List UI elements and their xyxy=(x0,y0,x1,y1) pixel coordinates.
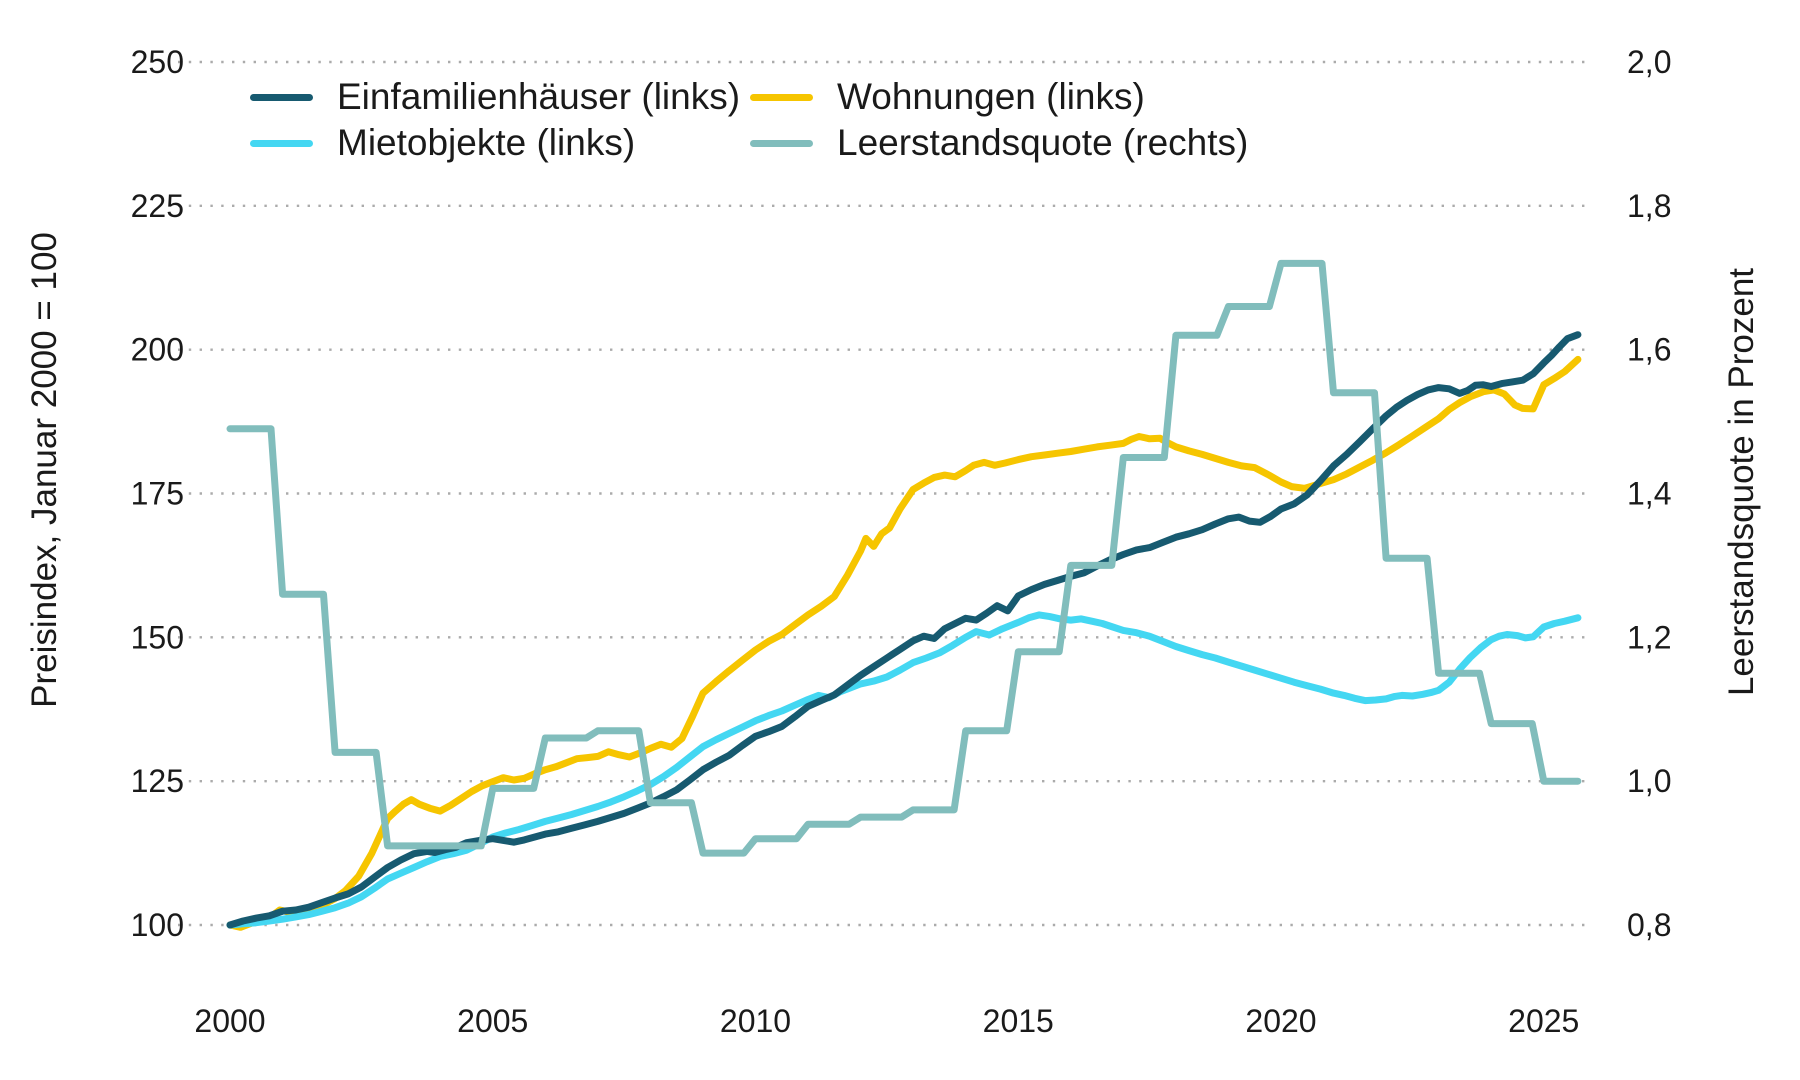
left-axis-title: Preisindex, Januar 2000 = 100 xyxy=(25,232,64,708)
right-axis-tick: 2,0 xyxy=(1627,44,1671,80)
right-axis-tick: 1,8 xyxy=(1627,188,1671,224)
left-axis-tick: 125 xyxy=(131,763,184,799)
left-axis-tick: 250 xyxy=(131,44,184,80)
x-axis-tick: 2000 xyxy=(194,1003,265,1039)
right-axis-tick: 0,8 xyxy=(1627,907,1671,943)
x-axis-tick: 2025 xyxy=(1508,1003,1579,1039)
series-line-wohnungen xyxy=(226,355,1582,931)
series-line-leerstandsquote xyxy=(226,259,1582,857)
left-axis-tick-labels: 100 125 150 175 200 225 250 xyxy=(131,44,184,943)
right-axis-tick-labels: 0,8 1,0 1,2 1,4 1,6 1,8 2,0 xyxy=(1627,44,1671,943)
right-axis-tick: 1,4 xyxy=(1627,476,1671,512)
left-axis-tick: 100 xyxy=(131,907,184,943)
x-axis-tick: 2005 xyxy=(457,1003,528,1039)
series-line-mietobjekte xyxy=(226,611,1582,929)
series-lines xyxy=(226,259,1582,931)
gridlines xyxy=(178,60,1592,927)
left-axis-tick: 150 xyxy=(131,619,184,655)
right-axis-title: Leerstandsquote in Prozent xyxy=(1722,267,1761,697)
left-axis-tick: 175 xyxy=(131,476,184,512)
right-axis-tick: 1,6 xyxy=(1627,332,1671,368)
x-axis-tick: 2020 xyxy=(1245,1003,1316,1039)
left-axis-tick: 200 xyxy=(131,332,184,368)
right-axis-tick: 1,0 xyxy=(1627,763,1671,799)
left-axis-tick: 225 xyxy=(131,188,184,224)
x-axis-tick: 2010 xyxy=(720,1003,791,1039)
right-axis-tick: 1,2 xyxy=(1627,619,1671,655)
x-axis-tick-labels: 2000 2005 2010 2015 2020 2025 xyxy=(194,1003,1579,1039)
x-axis-tick: 2015 xyxy=(983,1003,1054,1039)
